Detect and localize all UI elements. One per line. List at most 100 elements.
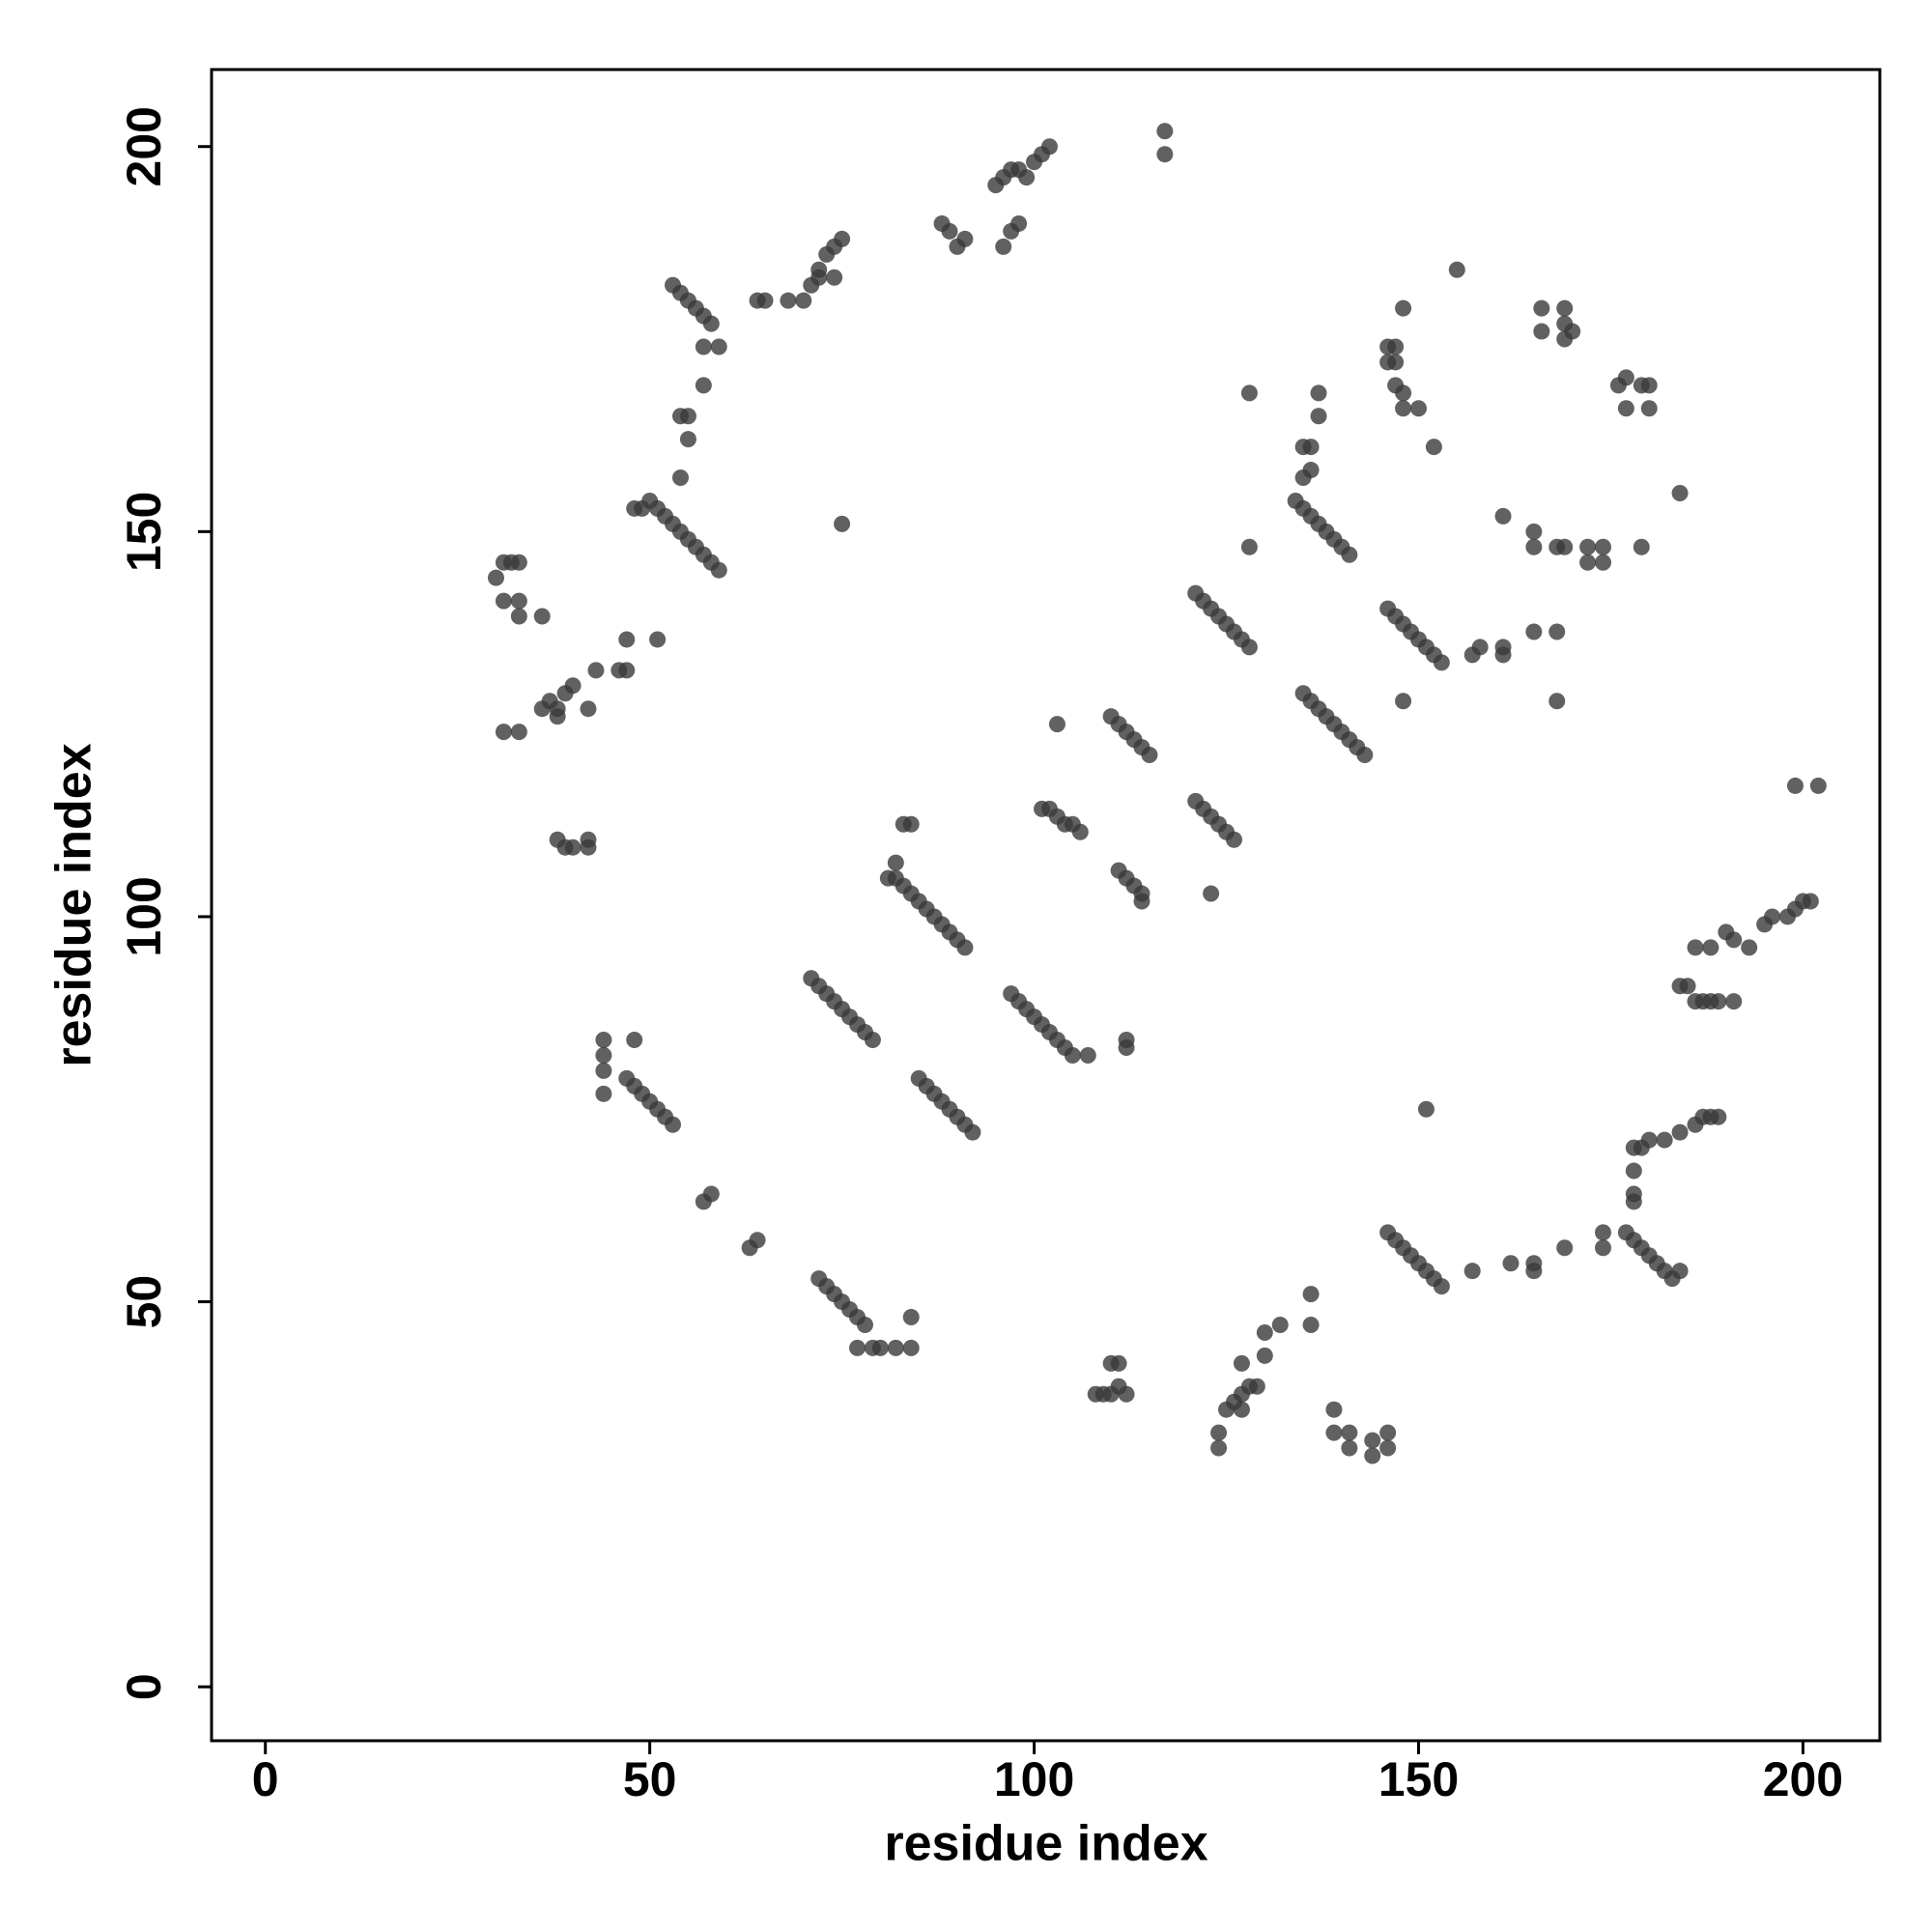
point — [510, 724, 527, 741]
point — [587, 662, 605, 679]
point — [1594, 554, 1611, 571]
point — [1594, 1239, 1611, 1257]
point — [649, 631, 667, 648]
point — [1364, 1447, 1381, 1464]
point — [702, 315, 720, 332]
point — [1156, 146, 1174, 163]
point — [1786, 777, 1804, 794]
point — [1687, 939, 1704, 956]
point — [679, 408, 696, 425]
point — [1310, 384, 1327, 402]
y-tick-label: 150 — [117, 492, 171, 572]
point — [1071, 823, 1089, 840]
point — [1625, 1193, 1642, 1210]
y-tick-label: 0 — [117, 1673, 171, 1700]
point — [864, 1032, 881, 1049]
point — [549, 708, 566, 725]
point — [1433, 654, 1450, 671]
point — [1809, 777, 1827, 794]
point — [695, 377, 712, 394]
point — [956, 939, 974, 956]
point — [795, 292, 812, 309]
point — [1548, 693, 1566, 710]
point — [1294, 439, 1312, 456]
point — [879, 869, 896, 887]
point — [1225, 831, 1242, 848]
point — [1409, 400, 1427, 417]
point — [887, 1339, 904, 1356]
x-tick-label: 0 — [252, 1752, 279, 1806]
point — [533, 608, 551, 625]
point — [749, 1232, 766, 1249]
point — [1364, 1432, 1381, 1449]
point — [1010, 214, 1028, 232]
point — [1118, 1038, 1135, 1056]
point — [1556, 330, 1574, 348]
point — [1625, 1162, 1642, 1179]
point — [1395, 384, 1412, 402]
point — [902, 1339, 920, 1356]
point — [834, 230, 851, 247]
point — [710, 561, 727, 579]
point — [1395, 299, 1412, 317]
point — [1387, 354, 1405, 371]
point — [941, 222, 958, 240]
point — [1556, 538, 1574, 555]
point — [1379, 1424, 1397, 1441]
point — [1679, 978, 1696, 995]
point — [1310, 408, 1327, 425]
point — [1525, 1263, 1543, 1280]
point — [1141, 747, 1158, 764]
point — [1064, 1046, 1081, 1064]
point — [756, 292, 774, 309]
point — [1548, 623, 1566, 640]
point — [1640, 400, 1658, 417]
point — [1433, 1278, 1450, 1295]
point — [1395, 693, 1412, 710]
point — [1525, 623, 1543, 640]
x-tick-label: 50 — [623, 1752, 677, 1806]
point — [1533, 323, 1550, 340]
point — [964, 1123, 981, 1141]
points — [487, 123, 1827, 1464]
point — [665, 1116, 682, 1133]
point — [702, 1185, 720, 1203]
y-tick-label: 100 — [117, 876, 171, 956]
point — [641, 492, 659, 509]
point — [995, 238, 1012, 255]
point — [1156, 123, 1174, 140]
point — [1556, 299, 1574, 317]
point — [1018, 169, 1036, 186]
point — [1210, 1424, 1228, 1441]
point — [595, 1062, 612, 1079]
point — [1203, 885, 1220, 902]
point — [580, 700, 597, 718]
point — [1671, 1123, 1689, 1141]
point — [1118, 1385, 1135, 1403]
point — [564, 838, 582, 856]
point — [1379, 1439, 1397, 1457]
point — [1210, 1439, 1228, 1457]
point — [849, 1339, 867, 1356]
point — [1640, 1131, 1658, 1149]
point — [1233, 1354, 1250, 1372]
point — [564, 677, 582, 695]
point — [826, 269, 843, 286]
point — [1640, 377, 1658, 394]
point — [618, 662, 636, 679]
point — [1617, 369, 1634, 386]
point — [1471, 639, 1489, 656]
point — [510, 608, 527, 625]
point — [679, 431, 696, 448]
point — [1425, 439, 1442, 456]
point — [1040, 138, 1058, 156]
point — [1702, 939, 1719, 956]
point — [1302, 1286, 1320, 1303]
point — [595, 1032, 612, 1049]
point — [1741, 939, 1758, 956]
point — [710, 338, 727, 355]
point — [834, 515, 851, 532]
x-axis-label: residue index — [884, 1816, 1208, 1872]
